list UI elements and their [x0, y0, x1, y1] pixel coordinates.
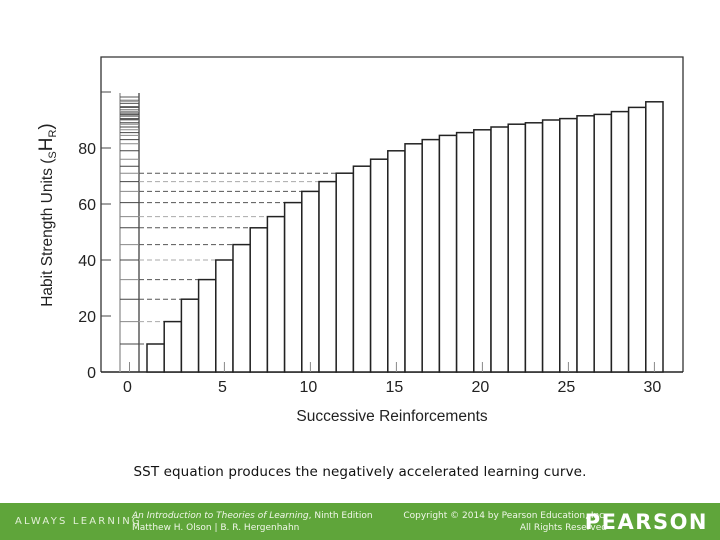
y-tick-label: 40 — [78, 253, 96, 270]
bar-8 — [266, 215, 286, 373]
y-axis-label: Habit Strength Units (SHR) — [36, 123, 59, 307]
x-tick-label: 5 — [218, 379, 227, 396]
x-tick-label: 15 — [386, 379, 404, 396]
x-axis-ticks: 0 5 10 15 20 25 30 — [123, 362, 661, 396]
increment-ladder — [119, 93, 140, 372]
x-tick-label: 0 — [123, 379, 132, 396]
bar-19 — [455, 131, 475, 373]
slide-caption: SST equation produces the negatively acc… — [133, 464, 587, 480]
habit-strength-chart: 0 20 40 60 80 0 5 10 15 20 25 30 Successive Reinfo… — [36, 56, 684, 425]
y-tick-label: 60 — [78, 197, 96, 214]
bar-17 — [421, 138, 441, 373]
bar-25 — [559, 117, 578, 373]
bar-18 — [438, 134, 458, 373]
bar-22 — [507, 123, 527, 373]
x-tick-label: 25 — [558, 379, 576, 396]
bar-1 — [146, 343, 165, 373]
bar-4 — [197, 278, 217, 373]
y-tick-label: 20 — [78, 309, 96, 326]
bar-2 — [163, 320, 183, 373]
dashed-guides — [139, 172, 337, 345]
bar-30 — [645, 101, 664, 373]
bar-9 — [283, 201, 303, 373]
bar-3 — [180, 298, 200, 373]
bar-27 — [593, 113, 613, 373]
always-learning-tagline: ALWAYS LEARNING — [15, 516, 142, 527]
bar-28 — [610, 110, 630, 373]
bar-10 — [301, 190, 320, 373]
bar-16 — [404, 143, 423, 373]
book-citation: An Introduction to Theories of Learning,… — [132, 510, 373, 534]
bar-15 — [387, 150, 406, 373]
x-tick-label: 10 — [300, 379, 318, 396]
bar-21 — [490, 126, 509, 373]
y-tick-label: 0 — [87, 365, 96, 382]
svg-text:Habit Strength Units (SHR): Habit Strength Units (SHR) — [36, 123, 59, 307]
bar-24 — [541, 119, 561, 373]
bar-23 — [524, 122, 544, 373]
copyright-notice: Copyright © 2014 by Pearson Education, I… — [403, 510, 607, 534]
copyright-line: Copyright © 2014 by Pearson Education, I… — [403, 511, 607, 521]
bar-11 — [318, 180, 337, 373]
book-edition: , Ninth Edition — [308, 511, 373, 521]
footer-bar: ALWAYS LEARNING An Introduction to Theor… — [0, 503, 720, 540]
x-axis-label: Successive Reinforcements — [296, 408, 487, 425]
book-title: An Introduction to Theories of Learning — [132, 511, 309, 521]
bar-5 — [215, 259, 234, 373]
y-tick-label: 80 — [78, 141, 96, 158]
y-axis-ticks: 0 20 40 60 80 — [78, 91, 111, 382]
book-authors: Matthew H. Olson | B. R. Hergenhahn — [132, 523, 300, 533]
pearson-logo: PEARSON — [584, 510, 708, 534]
bar-6 — [232, 243, 251, 373]
bar-12 — [335, 172, 355, 373]
rights-line: All Rights Reserved — [519, 523, 607, 533]
bar-13 — [352, 165, 372, 373]
bar-20 — [473, 129, 492, 373]
x-tick-label: 30 — [644, 379, 662, 396]
bar-7 — [249, 227, 269, 373]
x-tick-label: 20 — [472, 379, 490, 396]
bar-29 — [627, 106, 647, 373]
bar-14 — [369, 158, 389, 373]
bars — [146, 101, 664, 373]
bar-26 — [576, 115, 595, 373]
